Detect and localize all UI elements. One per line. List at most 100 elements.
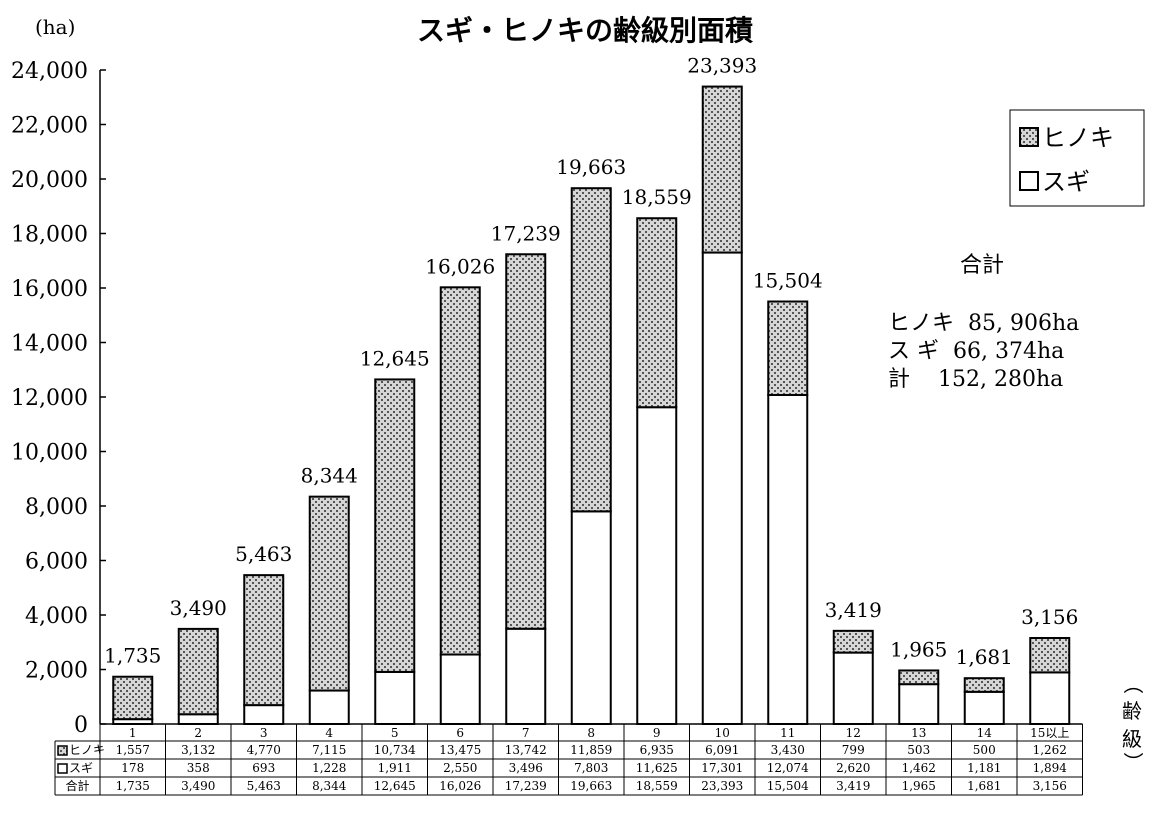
- table-legend-marker: [57, 763, 68, 774]
- y-tick-label: 2,000: [25, 659, 88, 684]
- x-tick-label: 14: [977, 726, 993, 740]
- table-cell: 11,625: [636, 761, 678, 775]
- chart-title: スギ・ヒノキの齢級別面積: [417, 14, 753, 47]
- data-label-total: 1,681: [956, 645, 1013, 669]
- table-cell: 17,239: [505, 779, 547, 793]
- table-cell: 799: [842, 743, 865, 757]
- table-cell: 358: [187, 761, 210, 775]
- x-tick-label: 8: [587, 726, 595, 740]
- table-cell: 18,559: [636, 779, 678, 793]
- table-cell: 3,496: [509, 761, 543, 775]
- summary-line: 計 152, 280ha: [888, 367, 1063, 392]
- table-cell: 1,965: [902, 779, 936, 793]
- table-cell: 8,344: [312, 779, 347, 793]
- x-tick-label: 4: [325, 726, 333, 740]
- y-tick-label: 12,000: [11, 386, 88, 411]
- data-label-total: 16,026: [425, 254, 495, 278]
- table-cell: 6,935: [640, 743, 674, 757]
- data-label-total: 18,559: [622, 185, 692, 209]
- bar-sugi: [898, 683, 940, 726]
- bar-sugi: [832, 651, 874, 725]
- x-axis-name-char: 齢: [1122, 699, 1142, 723]
- x-tick-label: 1: [129, 726, 137, 740]
- bar-sugi: [767, 393, 809, 725]
- y-tick-label: 24,000: [11, 59, 88, 84]
- bar-sugi: [570, 510, 612, 725]
- table-cell: 12,074: [767, 761, 809, 775]
- table-cell: 1,262: [1033, 743, 1067, 757]
- y-tick-label: 6,000: [25, 550, 88, 575]
- table-cell: 3,430: [771, 743, 805, 757]
- table-cell: 693: [252, 761, 275, 775]
- y-tick-label: 10,000: [11, 441, 88, 466]
- y-tick-label: 20,000: [11, 168, 88, 193]
- data-label-total: 1,735: [104, 644, 161, 668]
- bar-sugi: [505, 627, 547, 726]
- bar-hinoki: [767, 300, 809, 396]
- bar-hinoki: [963, 677, 1005, 693]
- bar-sugi: [701, 251, 743, 725]
- y-tick-label: 14,000: [11, 332, 88, 357]
- x-tick-label: 12: [846, 726, 861, 740]
- bar-hinoki: [374, 378, 416, 673]
- table-cell: 10,734: [374, 743, 416, 757]
- bar-sugi: [374, 670, 416, 725]
- x-tick-label: 11: [780, 726, 795, 740]
- table-cell: 13,475: [439, 743, 481, 757]
- bar-hinoki: [1029, 636, 1071, 674]
- table-cell: 2,550: [443, 761, 477, 775]
- x-tick-label: 5: [391, 726, 399, 740]
- table-cell: 1,894: [1033, 761, 1068, 775]
- table-cell: 1,735: [116, 779, 150, 793]
- summary-heading: 合計: [960, 253, 1004, 278]
- bar-hinoki: [308, 495, 350, 692]
- x-tick-label: 9: [653, 726, 661, 740]
- table-cell: 1,462: [902, 761, 936, 775]
- data-label-total: 3,156: [1021, 605, 1078, 629]
- bar-hinoki: [570, 187, 612, 513]
- table-cell: 3,490: [181, 779, 215, 793]
- bar-sugi: [243, 704, 285, 725]
- x-tick-label: 3: [260, 726, 268, 740]
- x-tick-label: 13: [911, 726, 926, 740]
- table-cell: 3,156: [1033, 779, 1067, 793]
- data-label-total: 17,239: [491, 221, 561, 245]
- x-axis-name-char: 級: [1122, 727, 1142, 751]
- table-cell: 2,620: [836, 761, 870, 775]
- table-cell: 1,181: [967, 761, 1001, 775]
- legend-label: スギ: [1042, 168, 1090, 196]
- y-tick-label: 18,000: [11, 223, 88, 248]
- table-cell: 1,557: [116, 743, 150, 757]
- y-tick-label: 16,000: [11, 277, 88, 302]
- table-cell: 11,859: [570, 743, 612, 757]
- summary-line: ス ギ 66, 374ha: [888, 339, 1064, 364]
- data-label-total: 12,645: [360, 346, 430, 370]
- plot-area: 0 2,000 4,000 6,000 8,000 10,000 12,000 14,000 1…: [11, 54, 1078, 738]
- bar-sugi: [308, 689, 350, 725]
- bar-hinoki: [701, 85, 743, 254]
- x-axis-name-char: （: [1121, 674, 1145, 694]
- y-tick-label: 22,000: [11, 114, 88, 139]
- summary-line: ヒノキ 85, 906ha: [888, 311, 1079, 336]
- data-label-total: 8,344: [301, 464, 358, 488]
- bar-hinoki: [112, 675, 154, 721]
- table-cell: 13,742: [505, 743, 547, 757]
- table-cell: 5,463: [247, 779, 281, 793]
- bar-hinoki: [832, 629, 874, 654]
- bar-sugi: [636, 406, 678, 725]
- table-cell: 500: [973, 743, 996, 757]
- bar-hinoki: [898, 669, 940, 686]
- legend-swatch: [1019, 171, 1039, 191]
- table-cell: 19,663: [570, 779, 612, 793]
- x-tick-label: 15以上: [1030, 726, 1069, 740]
- bar-hinoki: [243, 574, 285, 707]
- table-cell: 1,228: [312, 761, 346, 775]
- bar-sugi: [439, 653, 481, 726]
- table-cell: 503: [907, 743, 930, 757]
- table-cell: 1,681: [967, 779, 1001, 793]
- x-tick-label: 6: [456, 726, 464, 740]
